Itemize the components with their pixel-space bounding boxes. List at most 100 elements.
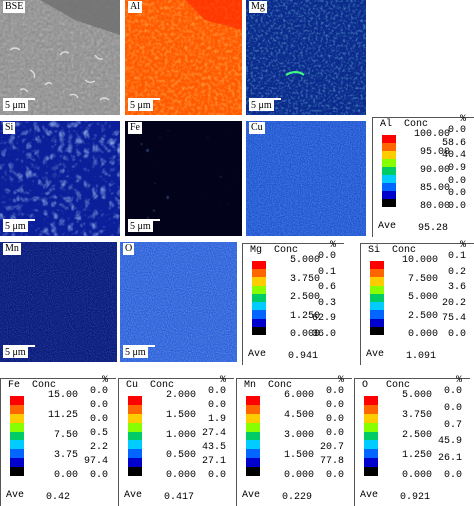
conc-value: 90.00 — [419, 165, 450, 176]
color-step — [128, 458, 142, 467]
map-label: Si — [3, 122, 16, 134]
conc-value: 2.500 — [289, 292, 320, 303]
color-step — [246, 396, 260, 405]
conc-header: Conc — [150, 380, 175, 391]
map-label: Cu — [249, 122, 265, 134]
conc-value: 0.00 — [53, 470, 78, 481]
color-step — [364, 467, 378, 476]
conc-value: 1.250 — [289, 310, 320, 322]
percent-value: 0.1 — [317, 266, 336, 278]
conc-value: 5.000 — [289, 255, 320, 266]
conc-value: 1.500 — [283, 450, 314, 461]
percent-value: 0.0 — [447, 201, 466, 212]
element-name: Mn — [244, 380, 257, 391]
percent-value: 0.0 — [447, 125, 466, 136]
panel-frame-left — [360, 243, 361, 365]
conc-value: 0.000 — [407, 329, 438, 340]
color-step — [382, 175, 396, 183]
legend-panel-fe: Fe Conc% 15.00 11.25 7.50 3.75 0.00 0.0 0.0 0.0 0.… — [0, 375, 116, 506]
color-step — [252, 326, 266, 335]
conc-value: 95.00 — [419, 147, 450, 158]
conc-value: 1.000 — [165, 430, 196, 441]
conc-value: 6.000 — [283, 390, 314, 401]
panel-frame-left — [118, 378, 119, 506]
percent-value: 97.4 — [83, 456, 108, 467]
scale-bar — [123, 345, 155, 347]
conc-value: 2.500 — [401, 430, 432, 441]
map-label: BSE — [3, 1, 26, 13]
color-step — [246, 422, 260, 432]
percent-value: 3.6 — [447, 282, 466, 294]
percent-value: 26.1 — [437, 453, 462, 465]
percent-value: 0.0 — [447, 188, 466, 200]
percent-value: 0.0 — [325, 414, 344, 425]
color-scale-bar — [370, 261, 384, 335]
conc-value: 1.250 — [401, 450, 432, 461]
percent-value: 0.0 — [443, 470, 462, 481]
conc-value: 0.500 — [165, 450, 196, 461]
conc-value: 10.000 — [401, 255, 438, 266]
ave-value: 1.091 — [406, 351, 437, 362]
map-label: Mg — [249, 1, 267, 13]
color-step — [128, 431, 142, 441]
conc-value: 0.000 — [289, 329, 320, 340]
map-label: Fe — [128, 122, 142, 134]
scale-bar — [249, 98, 281, 100]
conc-header: Conc — [32, 380, 57, 391]
conc-header: Conc — [386, 380, 411, 391]
color-step — [128, 440, 142, 450]
panel-frame-top — [242, 243, 344, 244]
ave-label: Ave — [366, 349, 385, 360]
color-step — [382, 191, 396, 199]
color-step — [128, 449, 142, 459]
percent-value: 0.3 — [317, 297, 336, 309]
scale-label: 5 μm — [249, 100, 274, 111]
mg-map: Mg 5 μm — [246, 0, 366, 115]
color-step — [382, 183, 396, 191]
percent-value: 43.5 — [201, 442, 226, 453]
mn-map: Mn 5 μm — [0, 242, 117, 362]
percent-header: % — [337, 375, 344, 386]
panel-frame-top — [372, 117, 474, 118]
al-map: Al 5 μm — [125, 0, 242, 115]
percent-value: 20.2 — [441, 297, 466, 309]
ave-value: 0.229 — [282, 492, 313, 503]
conc-value: 0.000 — [165, 470, 196, 481]
color-step — [10, 458, 24, 467]
si-map: Si 5 μm — [0, 121, 120, 236]
color-step — [10, 431, 24, 441]
color-step — [370, 261, 384, 270]
map-label: Mn — [3, 243, 21, 255]
scale-label: 5 μm — [3, 221, 28, 232]
color-step — [128, 404, 142, 414]
color-step — [370, 302, 384, 311]
map-label: O — [123, 243, 135, 255]
scale-bar — [3, 98, 35, 100]
fe-image — [125, 121, 242, 236]
color-step — [10, 396, 24, 405]
color-step — [370, 269, 384, 278]
percent-value: 0.0 — [325, 386, 344, 397]
percent-value: 2.2 — [89, 442, 108, 453]
percent-value: 0.0 — [447, 175, 466, 187]
color-step — [10, 449, 24, 459]
color-step — [364, 413, 378, 423]
conc-value: 4.500 — [283, 410, 314, 421]
color-scale-bar — [364, 396, 378, 476]
color-step — [246, 449, 260, 459]
percent-value: 0.7 — [443, 419, 462, 431]
color-step — [382, 199, 396, 207]
panel-frame-left — [0, 378, 1, 506]
conc-value: 100.00 — [413, 129, 450, 140]
element-name: Mg — [250, 245, 263, 256]
conc-value: 3.75 — [53, 450, 78, 461]
panel-frame-left — [236, 378, 237, 506]
conc-value: 3.750 — [401, 410, 432, 421]
percent-value: 27.1 — [201, 456, 226, 467]
color-step — [128, 413, 142, 423]
scale-bar — [3, 345, 35, 347]
color-step — [364, 404, 378, 414]
color-step — [252, 318, 266, 327]
o-image — [120, 242, 237, 362]
percent-value: 0.9 — [447, 163, 466, 174]
